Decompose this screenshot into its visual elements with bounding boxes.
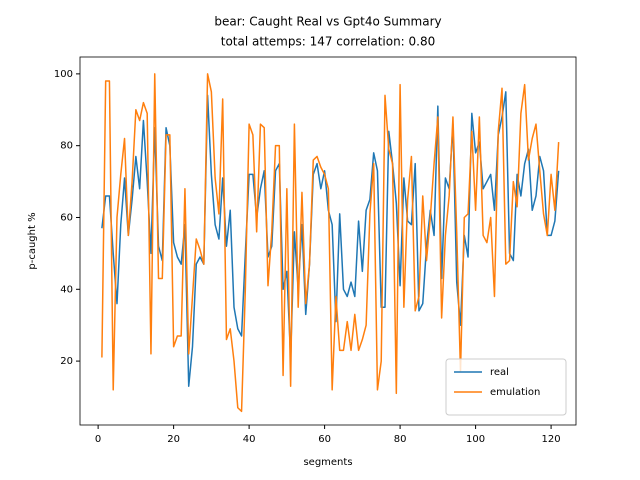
line-series	[101, 91, 560, 387]
legend-box	[445, 358, 567, 416]
x-tick-label: 120	[542, 434, 561, 445]
x-tick-label: 20	[167, 434, 180, 445]
y-tick-label: 20	[60, 356, 73, 367]
y-tick-label: 60	[60, 212, 73, 223]
y-axis-label: p-caught %	[27, 212, 38, 269]
chart-subtitle: total attemps: 147 correlation: 0.80	[221, 35, 436, 49]
x-axis-label: segments	[303, 457, 352, 468]
y-tick-label: 100	[54, 69, 73, 80]
x-tick-label: 0	[95, 434, 101, 445]
legend-label: real	[490, 367, 509, 378]
chart-title: bear: Caught Real vs Gpt4o Summary	[214, 15, 441, 29]
line-series	[101, 73, 560, 413]
y-tick-label: 40	[60, 284, 73, 295]
x-tick-label: 80	[394, 434, 407, 445]
y-tick-label: 80	[60, 141, 73, 152]
x-tick-label: 40	[243, 434, 256, 445]
plot-frame	[79, 56, 577, 426]
x-tick-label: 100	[466, 434, 485, 445]
x-tick-label: 60	[318, 434, 331, 445]
legend-label: emulation	[490, 387, 540, 398]
